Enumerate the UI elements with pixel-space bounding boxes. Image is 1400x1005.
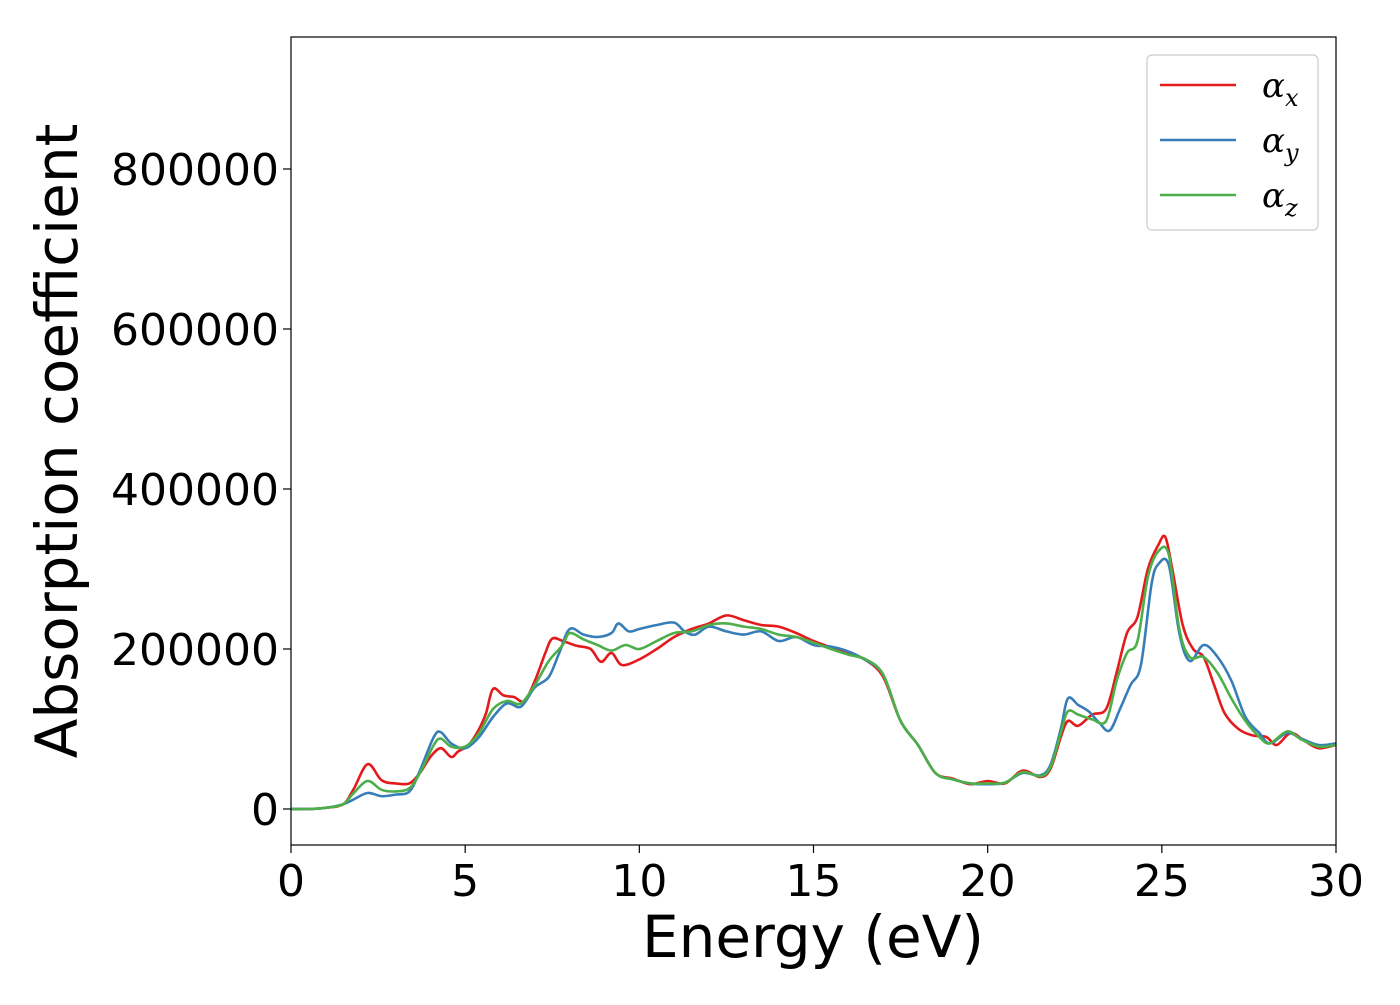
x-tick-label: 20: [960, 856, 1016, 907]
x-tick-label: 0: [277, 856, 305, 907]
y-tick-label: 600000: [111, 305, 279, 356]
x-tick-label: 25: [1134, 856, 1190, 907]
y-tick-label: 800000: [111, 145, 279, 196]
y-axis-title: Absorption coefficient: [23, 124, 91, 759]
x-axis-title: Energy (eV): [642, 903, 984, 971]
y-tick-label: 200000: [111, 625, 279, 676]
y-tick-label: 400000: [111, 465, 279, 516]
x-tick-label: 30: [1308, 856, 1364, 907]
series-line-z: [291, 545, 1336, 811]
x-tick-label: 5: [451, 856, 479, 907]
series-line-y: [291, 557, 1336, 811]
x-tick-label: 10: [611, 856, 667, 907]
tick-layer: 0 5 10 15 20 25 30 0 200000 400000 600000 800000: [111, 145, 1364, 907]
x-tick-label: 15: [786, 856, 842, 907]
y-tick-label: 0: [251, 785, 279, 836]
series-layer: [291, 534, 1336, 811]
legend-box: [1146, 54, 1319, 231]
series-line-x: [291, 534, 1336, 811]
